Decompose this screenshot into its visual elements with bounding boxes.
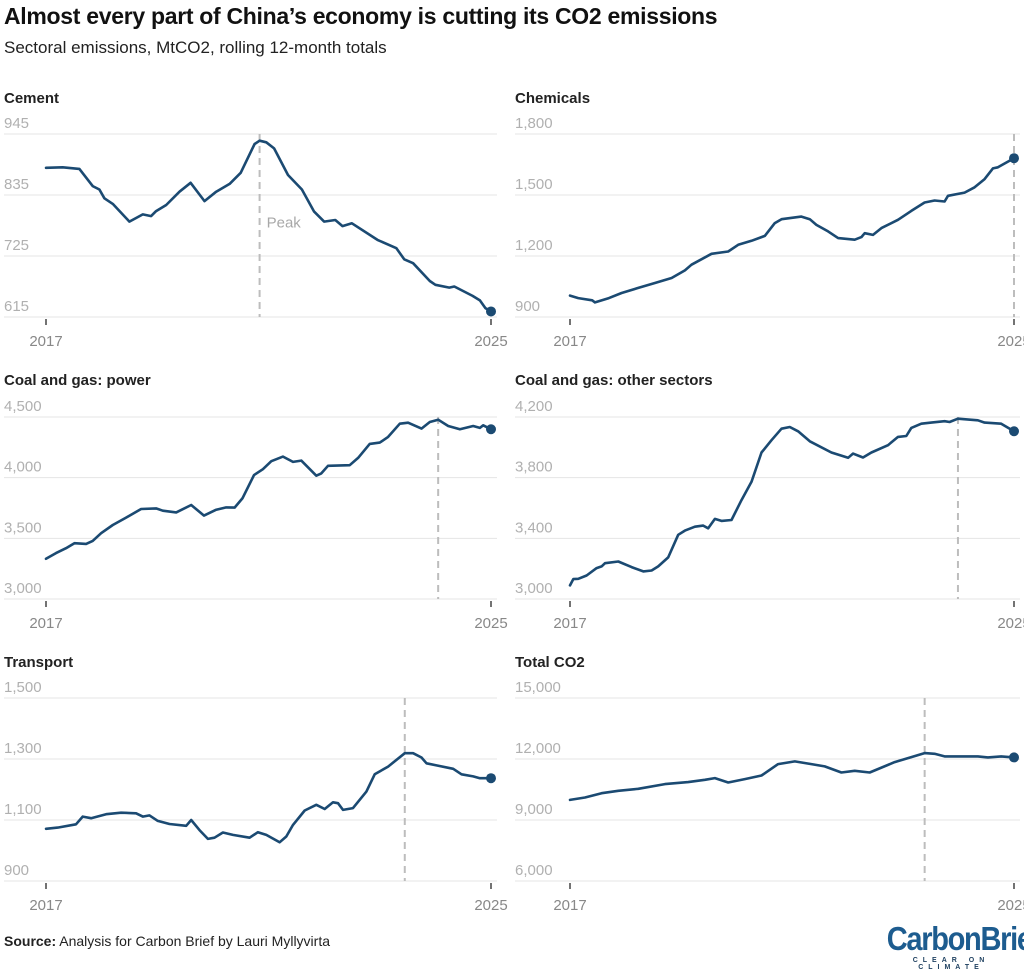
y-tick-label: 1,800 <box>515 115 553 132</box>
series-line <box>44 418 493 561</box>
logo-tagline: CLEAR ON CLIMATE <box>912 957 990 971</box>
panel-coal-and-gas-other-sectors: Coal and gas: other sectors 3,000 3,400 3,8… <box>515 372 1024 632</box>
x-tick-label: 2025 <box>997 333 1024 350</box>
panel-transport: Transport 900 1,100 1,300 1,500 2017 2025 <box>4 654 508 914</box>
panel-title: Chemicals <box>515 90 590 107</box>
y-tick-label: 1,100 <box>4 801 42 818</box>
y-tick-label: 1,300 <box>4 740 42 757</box>
x-tick-label: 2017 <box>29 615 62 632</box>
series-line <box>44 751 493 844</box>
panel-title: Transport <box>4 654 73 671</box>
y-tick-label: 9,000 <box>515 801 553 818</box>
latest-value-dot <box>1009 752 1019 763</box>
series-line <box>568 417 1016 587</box>
chart-subtitle: Sectoral emissions, MtCO2, rolling 12-mo… <box>4 38 387 57</box>
panel-title: Cement <box>4 90 59 107</box>
x-tick-label: 2025 <box>474 615 507 632</box>
x-tick-label: 2017 <box>553 615 586 632</box>
series-line <box>568 156 1016 304</box>
y-tick-label: 900 <box>515 298 540 315</box>
panel-chemicals: Chemicals 900 1,200 1,500 1,800 2017 2025 <box>515 90 1024 350</box>
y-tick-label: 4,000 <box>4 459 42 476</box>
y-tick-label: 15,000 <box>515 679 561 696</box>
y-tick-label: 1,500 <box>4 679 42 696</box>
latest-value-dot <box>486 424 496 435</box>
x-tick-label: 2025 <box>997 897 1024 914</box>
latest-value-dot <box>1009 153 1019 164</box>
source-note: Source: Analysis for Carbon Brief by Lau… <box>4 933 330 949</box>
peak-annotation: Peak <box>267 215 302 232</box>
y-tick-label: 3,000 <box>515 580 553 597</box>
y-tick-label: 3,800 <box>515 459 553 476</box>
latest-value-dot <box>486 773 496 784</box>
y-tick-label: 3,000 <box>4 580 42 597</box>
series-line <box>568 751 1016 802</box>
panel-title: Coal and gas: power <box>4 372 151 389</box>
x-tick-label: 2017 <box>553 333 586 350</box>
x-tick-label: 2025 <box>997 615 1024 632</box>
y-tick-label: 4,200 <box>515 398 553 415</box>
y-tick-label: 6,000 <box>515 862 553 879</box>
y-tick-label: 615 <box>4 298 29 315</box>
y-tick-label: 835 <box>4 176 29 193</box>
latest-value-dot <box>1009 426 1019 437</box>
panel-coal-and-gas-power: Coal and gas: power 3,000 3,500 4,000 4,500 2… <box>4 372 508 632</box>
y-tick-label: 12,000 <box>515 740 561 757</box>
latest-value-dot <box>486 306 496 317</box>
source-label: Source: <box>4 933 57 949</box>
y-tick-label: 3,400 <box>515 519 553 536</box>
y-tick-label: 1,500 <box>515 176 553 193</box>
panel-total-co2: Total CO2 6,000 9,000 12,000 15,000 2017 2025 <box>515 654 1024 914</box>
x-tick-label: 2025 <box>474 333 507 350</box>
y-tick-label: 900 <box>4 862 29 879</box>
y-tick-label: 4,500 <box>4 398 42 415</box>
source-text: Analysis for Carbon Brief by Lauri Mylly… <box>56 933 330 949</box>
x-tick-label: 2017 <box>29 897 62 914</box>
y-tick-label: 3,500 <box>4 519 42 536</box>
panel-cement: Cement 615 725 835 945 2017 2025 Peak <box>4 90 508 350</box>
chart-title: Almost every part of China’s economy is … <box>4 3 718 29</box>
panel-title: Coal and gas: other sectors <box>515 372 713 389</box>
x-tick-label: 2025 <box>474 897 507 914</box>
y-tick-label: 945 <box>4 115 29 132</box>
x-tick-label: 2017 <box>553 897 586 914</box>
y-tick-label: 1,200 <box>515 237 553 254</box>
y-tick-label: 725 <box>4 237 29 254</box>
panel-title: Total CO2 <box>515 654 585 671</box>
series-line <box>44 139 493 313</box>
x-tick-label: 2017 <box>29 333 62 350</box>
